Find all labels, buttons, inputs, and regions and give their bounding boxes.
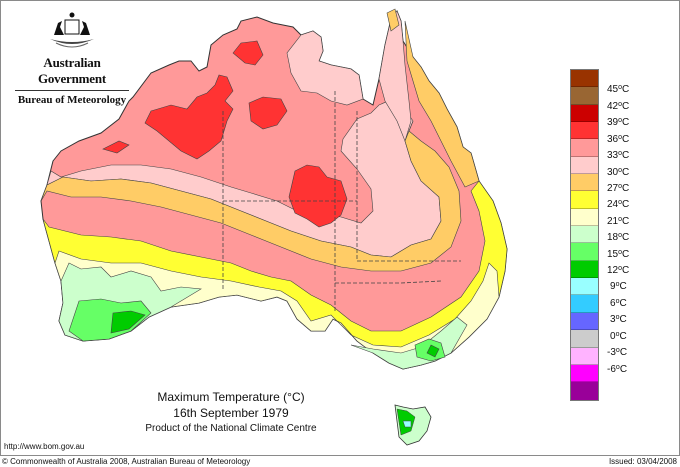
legend-label: -3oC [607,347,628,359]
legend-label: 21oC [607,215,630,227]
legend-swatch [571,312,598,331]
legend-swatch [571,295,598,313]
map-product: Product of the National Climate Centre [145,423,317,434]
legend-swatch [571,139,598,157]
legend-label: 27oC [607,182,630,194]
legend-swatch [571,382,598,400]
map-frame: Australian Government Bureau of Meteorol… [0,0,680,456]
legend-swatch [571,226,598,244]
legend-label: 33oC [607,150,630,162]
legend-label: 6oC [610,297,627,309]
map-date: 16th September 1979 [173,406,289,420]
legend-swatch [571,122,598,140]
legend-swatch [571,104,598,123]
legend-label: 45oC [607,84,630,96]
legend-label: 36oC [607,133,630,145]
legend-label: 39oC [607,117,630,129]
legend-label: 30oC [607,166,630,178]
agency-label: Bureau of Meteorology [17,94,127,106]
copyright-text: © Commonwealth of Australia 2008, Austra… [2,457,251,466]
legend-swatch [571,330,598,348]
coat-of-arms-icon [50,12,94,48]
legend-label: 15oC [607,248,630,260]
bom-logo: Australian Government Bureau of Meteorol… [9,11,135,106]
map-title-block: Maximum Temperature (°C) 16th September … [131,389,331,436]
legend-swatch [571,70,598,88]
logo-divider [15,90,129,91]
legend-swatch [571,156,598,175]
legend-swatch [571,347,598,365]
legend-label: 0oC [610,330,627,342]
issued-date: Issued: 03/04/2008 [608,457,677,466]
government-label: Australian Government [37,55,107,86]
legend-swatch [571,260,598,279]
temperature-map [40,8,508,446]
temperature-legend [570,69,599,401]
bom-link[interactable]: http://www.bom.gov.au [4,442,85,451]
legend-swatch [571,87,598,105]
legend-swatch [571,243,598,261]
legend-label: 3oC [610,314,627,326]
legend-label: 24oC [607,199,630,211]
legend-swatch [571,278,598,296]
legend-label: 12oC [607,265,630,277]
legend-swatch [571,191,598,209]
legend-swatch [571,208,598,227]
legend-label: 42oC [607,100,630,112]
map-title: Maximum Temperature (°C) [157,390,305,404]
legend-label: 9oC [610,281,627,293]
legend-label: -6oC [607,363,628,375]
legend-swatch [571,174,598,192]
legend-swatch [571,364,598,383]
legend-label: 18oC [607,232,630,244]
